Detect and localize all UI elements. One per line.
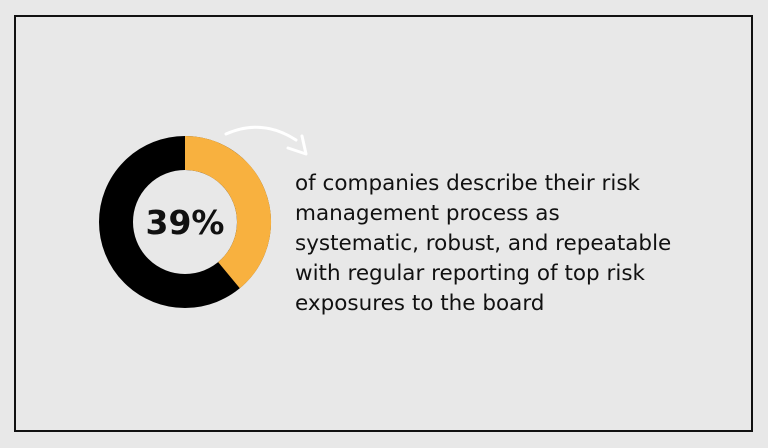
- caption-line: exposures to the board: [295, 291, 544, 316]
- caption-line: management process as: [295, 201, 560, 226]
- caption-line: with regular reporting of top risk: [295, 261, 646, 286]
- caption-line: systematic, robust, and repeatable: [295, 231, 671, 256]
- caption-line: of companies describe their risk: [295, 171, 641, 196]
- arrow: [224, 125, 298, 142]
- center-label: 39%: [146, 203, 225, 242]
- frame: [14, 15, 753, 432]
- arrow-head: [286, 134, 308, 156]
- donut-segment: [184, 136, 271, 289]
